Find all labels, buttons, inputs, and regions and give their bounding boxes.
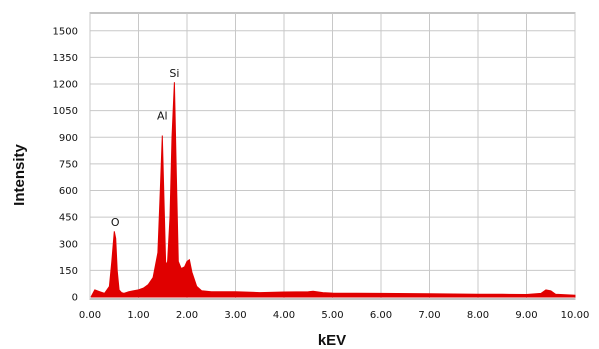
y-tick-label: 450: [59, 213, 78, 224]
x-tick-label: 3.00: [224, 310, 246, 321]
series-layer: [90, 82, 576, 298]
x-tick-label: 9.00: [515, 310, 537, 321]
y-axis-title: Intensity: [11, 144, 28, 206]
x-tick-label: 2.00: [176, 310, 198, 321]
y-tick-label: 1350: [53, 53, 78, 64]
x-tick-label: 10.00: [561, 310, 590, 321]
x-tick-label: 5.00: [321, 310, 343, 321]
y-tick-label: 0: [72, 293, 78, 304]
y-tick-label: 1200: [53, 80, 78, 91]
y-tick-label: 300: [59, 239, 78, 250]
peak-labels: O Al Si: [111, 67, 180, 229]
peak-label: Si: [169, 67, 179, 80]
y-tick-label: 1500: [53, 26, 78, 37]
spectrum-series-0: [90, 82, 576, 298]
y-tick-label: 600: [59, 186, 78, 197]
peak-label: Al: [157, 110, 168, 123]
x-tick-label: 4.00: [273, 310, 295, 321]
x-tick-label: 7.00: [418, 310, 440, 321]
y-tick-label: 900: [59, 133, 78, 144]
y-tick-label: 1050: [53, 106, 78, 117]
y-tick-labels: 0 150 300 450 600 750 900 1050 1200 1350 1500: [53, 26, 78, 303]
x-axis-title: kEV: [318, 332, 346, 349]
x-tick-label: 6.00: [370, 310, 392, 321]
x-tick-label: 8.00: [467, 310, 489, 321]
x-tick-label: 1.00: [127, 310, 149, 321]
peak-label: O: [111, 216, 120, 229]
x-tick-labels: 0.00 1.00 2.00 3.00 4.00 5.00 6.00 7.00 8.00 9.00…: [79, 310, 589, 321]
y-tick-label: 150: [59, 266, 78, 277]
y-tick-label: 750: [59, 159, 78, 170]
x-tick-label: 0.00: [79, 310, 101, 321]
